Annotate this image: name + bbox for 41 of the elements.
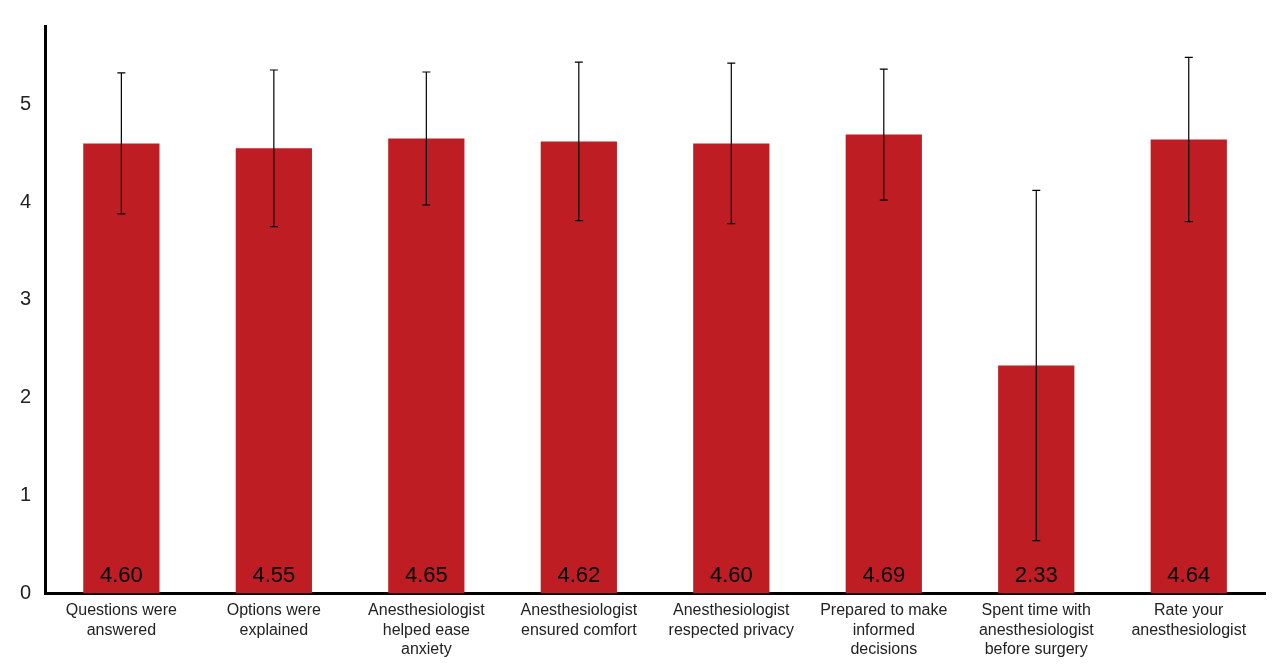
bar xyxy=(83,143,160,594)
bar xyxy=(235,148,312,594)
bar xyxy=(845,134,922,594)
bar xyxy=(998,365,1075,594)
bar xyxy=(1150,139,1227,594)
category-label: Anesthesiologist xyxy=(368,601,485,619)
data-label: 4.69 xyxy=(862,562,906,588)
category-label: respected privacy xyxy=(668,620,794,638)
y-tick-label: 5 xyxy=(20,91,32,114)
data-label: 2.33 xyxy=(1014,562,1058,588)
y-tick-label: 3 xyxy=(20,287,32,310)
category-label: Anesthesiologist xyxy=(520,601,638,619)
data-label: 4.65 xyxy=(404,562,448,588)
category-label: anxiety xyxy=(400,639,452,657)
data-label: 4.64 xyxy=(1167,562,1211,588)
category-label: Anesthesiologist xyxy=(673,601,790,619)
category-label: decisions xyxy=(850,639,918,657)
data-label: 4.60 xyxy=(99,562,143,588)
category-label: Spent time with xyxy=(981,601,1091,619)
data-label: 4.60 xyxy=(709,562,753,588)
category-label: explained xyxy=(239,620,309,638)
category-label: anesthesiologist xyxy=(978,620,1094,638)
bar xyxy=(693,143,770,594)
category-label: answered xyxy=(86,620,157,638)
category-label: Rate your xyxy=(1154,601,1224,619)
data-label: 4.55 xyxy=(252,562,296,588)
category-label: helped ease xyxy=(382,620,470,638)
category-label: Options were xyxy=(226,601,321,619)
bar xyxy=(540,141,617,594)
y-tick-label: 1 xyxy=(20,483,32,506)
bar xyxy=(388,138,465,594)
category-label: Prepared to make xyxy=(820,601,948,619)
y-tick-label: 4 xyxy=(20,189,32,212)
y-tick-label: 0 xyxy=(20,580,32,603)
category-label: before surgery xyxy=(984,639,1088,657)
category-label: Questions were xyxy=(65,601,177,619)
category-label: ensured comfort xyxy=(521,620,637,638)
category-label: informed xyxy=(852,620,915,638)
y-tick-label: 2 xyxy=(20,385,32,408)
data-label: 4.62 xyxy=(557,562,601,588)
category-label: anesthesiologist xyxy=(1131,620,1247,638)
